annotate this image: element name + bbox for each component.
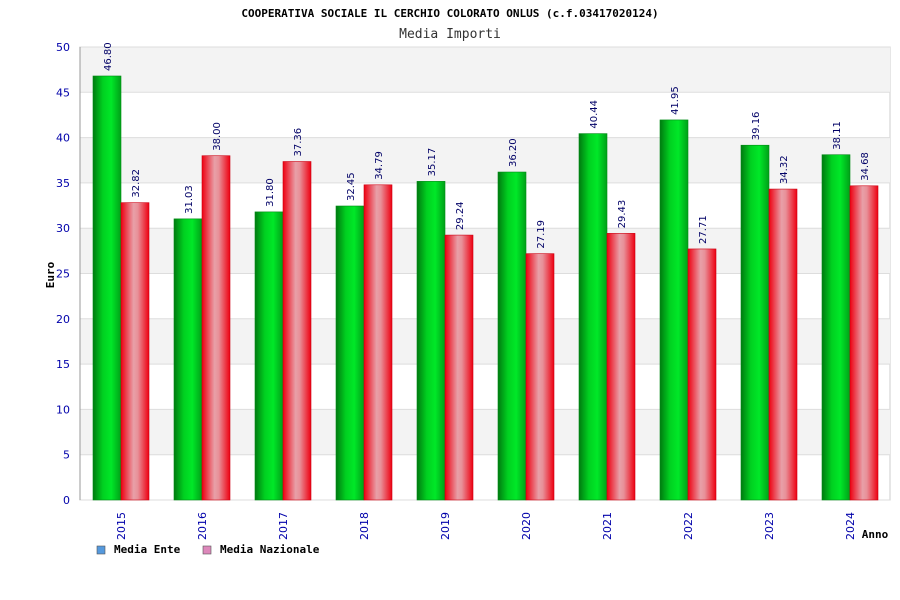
data-label: 29.24 bbox=[455, 201, 466, 230]
bar-media-nazionale-2015 bbox=[120, 202, 150, 501]
data-labels: 46.80 32.82 31.03 38.00 31.80 37.36 32.45 34.79… bbox=[103, 42, 871, 248]
x-tick-label: 2022 bbox=[682, 512, 695, 540]
bars bbox=[92, 75, 879, 501]
legend-swatch bbox=[96, 545, 106, 555]
y-tick-label: 35 bbox=[56, 177, 70, 190]
bar-media-nazionale-2021 bbox=[606, 233, 636, 501]
data-label: 31.80 bbox=[265, 178, 276, 207]
data-label: 32.45 bbox=[346, 172, 357, 201]
bar-media-ente-2021 bbox=[578, 133, 608, 501]
grid-band bbox=[80, 47, 890, 93]
bar-media-ente-2023 bbox=[740, 144, 770, 501]
data-label: 40.44 bbox=[589, 100, 600, 129]
y-axis-label: Euro bbox=[44, 261, 57, 288]
bar-media-ente-2015 bbox=[92, 75, 122, 501]
data-label: 34.68 bbox=[860, 152, 871, 181]
y-tick-label: 10 bbox=[56, 403, 70, 416]
data-label: 41.95 bbox=[670, 86, 681, 115]
data-label: 27.71 bbox=[698, 215, 709, 244]
y-tick-label: 40 bbox=[56, 132, 70, 145]
y-tick-label: 15 bbox=[56, 358, 70, 371]
y-tick-label: 0 bbox=[63, 494, 70, 507]
data-label: 37.36 bbox=[293, 128, 304, 157]
y-axis-ticks: 0 5 10 15 20 25 30 35 40 45 50 bbox=[56, 41, 70, 507]
x-axis-ticks: 2015 2016 2017 2018 2019 2020 2021 2022 2023 2024 bbox=[115, 512, 857, 540]
bar-media-nazionale-2020 bbox=[525, 253, 555, 501]
y-tick-label: 50 bbox=[56, 41, 70, 54]
x-tick-label: 2021 bbox=[601, 512, 614, 540]
chart-title: COOPERATIVA SOCIALE IL CERCHIO COLORATO … bbox=[241, 7, 658, 20]
x-tick-label: 2016 bbox=[196, 512, 209, 540]
data-label: 31.03 bbox=[184, 185, 195, 214]
legend-swatch bbox=[202, 545, 212, 555]
chart-subtitle: Media Importi bbox=[399, 27, 501, 42]
y-tick-label: 30 bbox=[56, 222, 70, 235]
data-label: 29.43 bbox=[617, 200, 628, 229]
bar-media-ente-2018 bbox=[335, 205, 365, 501]
data-label: 27.19 bbox=[536, 220, 547, 249]
data-label: 35.17 bbox=[427, 148, 438, 177]
legend-label: Media Ente bbox=[114, 543, 181, 556]
x-tick-label: 2024 bbox=[844, 512, 857, 540]
bar-media-ente-2016 bbox=[173, 218, 203, 501]
bar-media-nazionale-2024 bbox=[849, 185, 879, 501]
y-tick-label: 5 bbox=[63, 449, 70, 462]
data-label: 39.16 bbox=[751, 112, 762, 141]
bar-media-ente-2020 bbox=[497, 171, 527, 501]
data-label: 34.32 bbox=[779, 155, 790, 184]
data-label: 46.80 bbox=[103, 42, 114, 71]
data-label: 36.20 bbox=[508, 138, 519, 167]
data-label: 34.79 bbox=[374, 151, 385, 180]
y-tick-label: 25 bbox=[56, 268, 70, 281]
bar-media-nazionale-2019 bbox=[444, 234, 474, 501]
x-axis-label: Anno bbox=[862, 528, 889, 541]
y-tick-label: 45 bbox=[56, 86, 70, 99]
x-tick-label: 2019 bbox=[439, 512, 452, 540]
bar-media-nazionale-2017 bbox=[282, 161, 312, 501]
x-tick-label: 2023 bbox=[763, 512, 776, 540]
bar-media-nazionale-2016 bbox=[201, 155, 231, 501]
legend: Media Ente Media Nazionale bbox=[96, 543, 320, 556]
bar-media-nazionale-2018 bbox=[363, 184, 393, 501]
y-tick-label: 20 bbox=[56, 313, 70, 326]
bar-media-nazionale-2023 bbox=[768, 188, 798, 501]
x-tick-label: 2017 bbox=[277, 512, 290, 540]
data-label: 38.11 bbox=[832, 121, 843, 150]
legend-label: Media Nazionale bbox=[220, 543, 320, 556]
bar-media-ente-2024 bbox=[821, 154, 851, 501]
data-label: 38.00 bbox=[212, 122, 223, 151]
x-tick-label: 2020 bbox=[520, 512, 533, 540]
bar-media-ente-2019 bbox=[416, 181, 446, 501]
x-tick-label: 2018 bbox=[358, 512, 371, 540]
data-label: 32.82 bbox=[131, 169, 142, 198]
bar-media-nazionale-2022 bbox=[687, 248, 717, 501]
x-tick-label: 2015 bbox=[115, 512, 128, 540]
bar-media-ente-2017 bbox=[254, 211, 284, 501]
bar-media-ente-2022 bbox=[659, 119, 689, 501]
